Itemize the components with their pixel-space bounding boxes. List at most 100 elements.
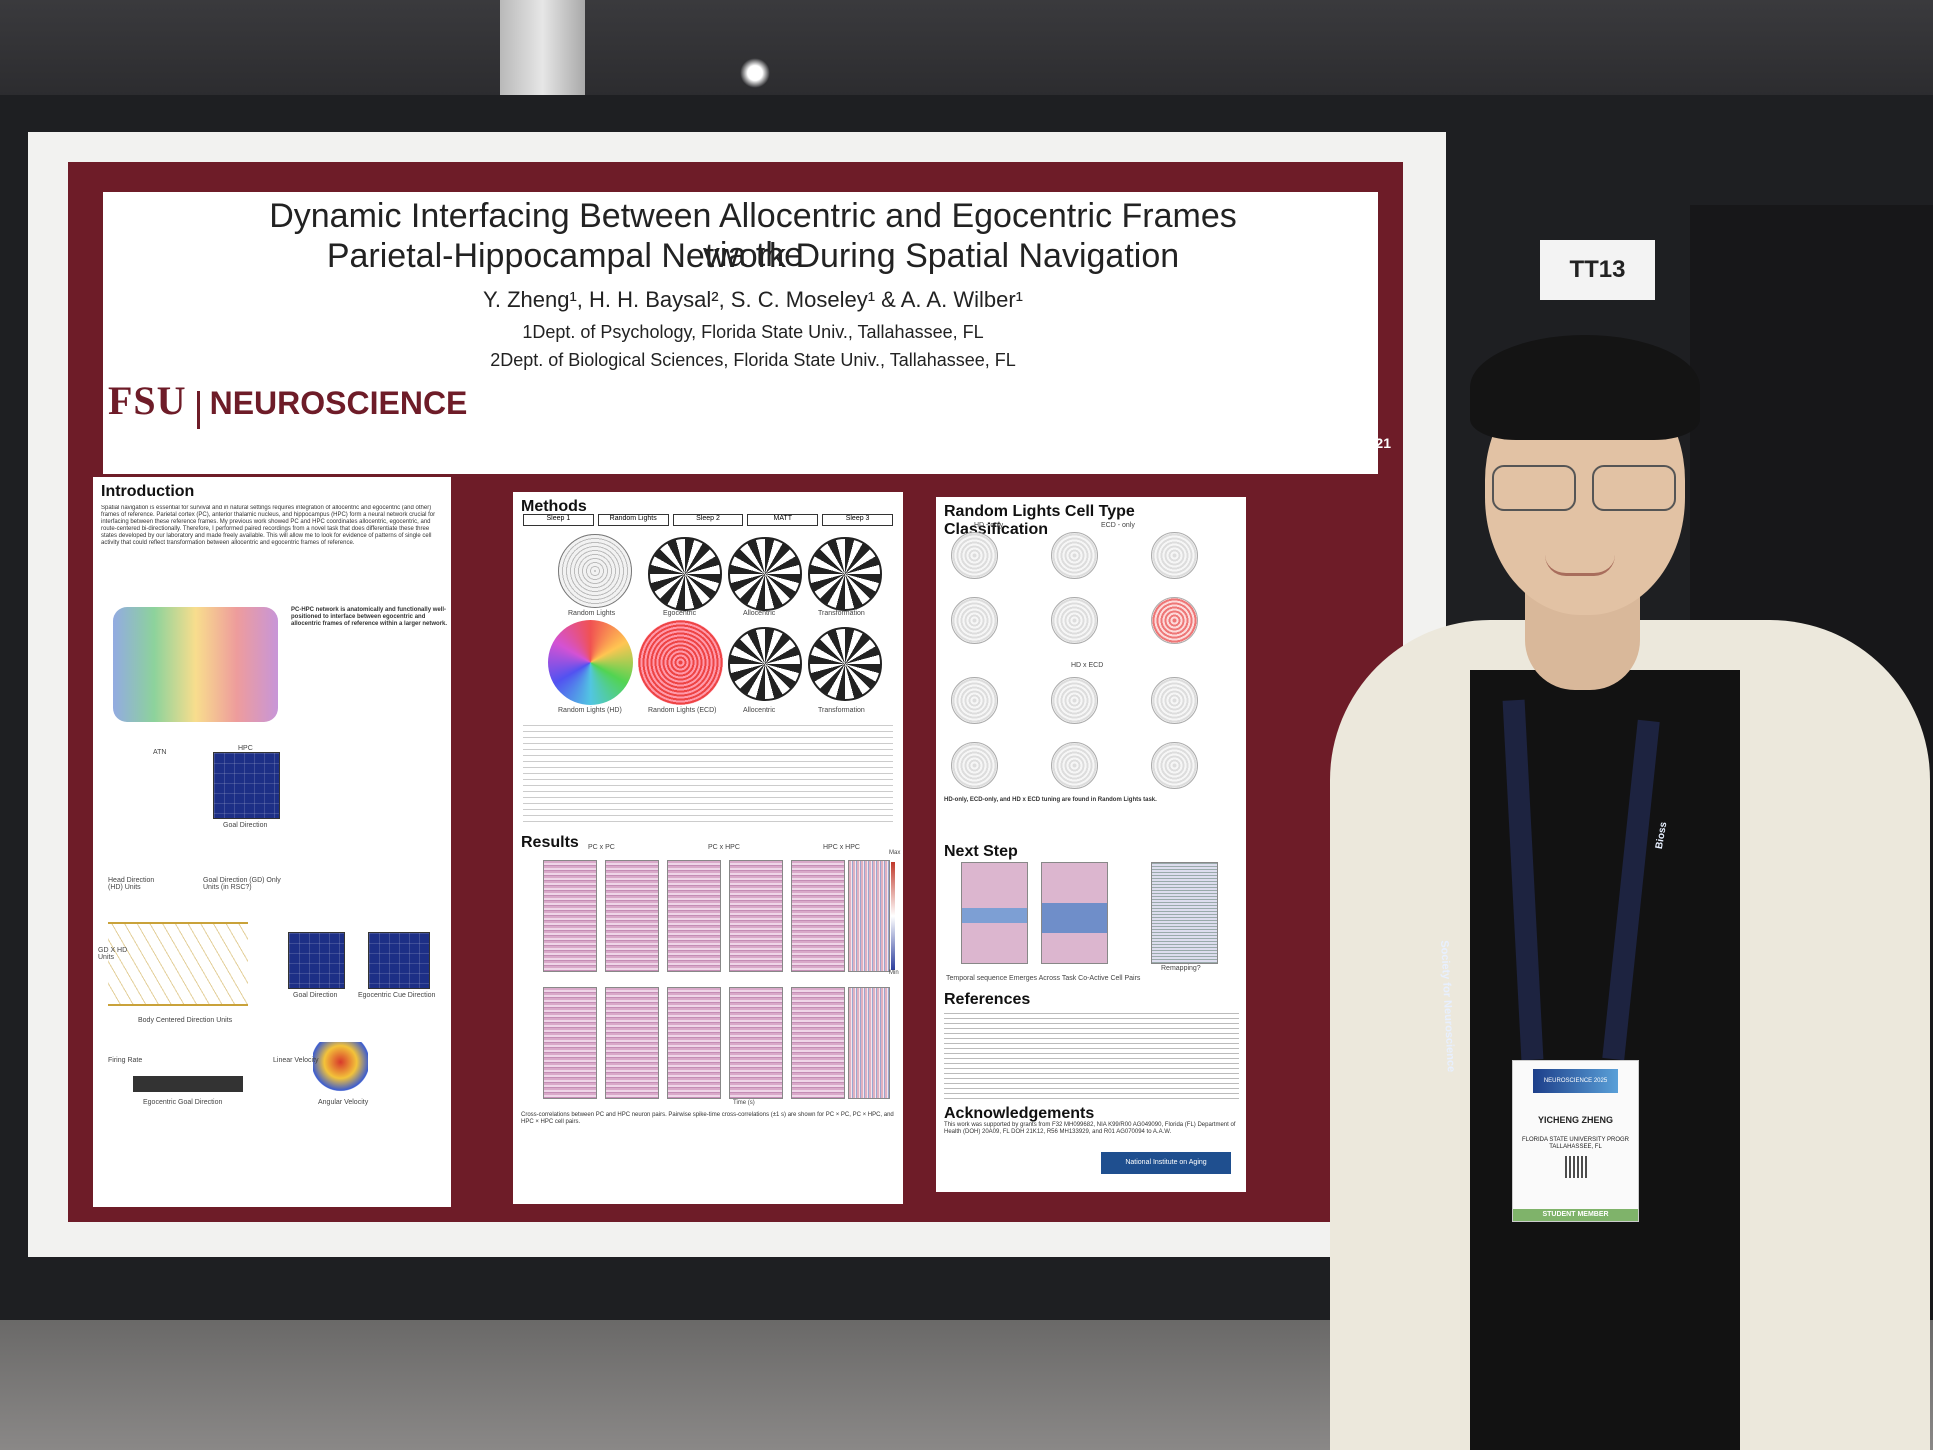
xcorr-heatmap xyxy=(667,860,721,972)
method-label-random-lights: Random Lights xyxy=(568,610,616,617)
poster-frame: Dynamic Interfacing Between Allocentric … xyxy=(68,162,1403,1222)
introduction-heading: Introduction xyxy=(101,483,195,500)
xcorr-heatmap xyxy=(543,860,597,972)
xcorr-heatmap xyxy=(848,987,890,1099)
next-step-caption: Temporal sequence Emerges Across Task Co… xyxy=(946,975,1141,982)
next-step-remapping: Remapping? xyxy=(1161,965,1201,972)
fig-label-angular-velocity: Angular Velocity xyxy=(318,1099,369,1106)
fig-label-goal-direction: Goal Direction xyxy=(223,822,268,829)
poster: Dynamic Interfacing Between Allocentric … xyxy=(28,132,1446,1257)
method-label-allocentric: Allocentric xyxy=(743,610,776,617)
xcorr-heatmap xyxy=(543,987,597,1099)
rate-map xyxy=(1151,742,1198,789)
rate-map xyxy=(1051,742,1098,789)
rate-map xyxy=(1151,532,1198,579)
neural-network-graphic xyxy=(108,922,248,1006)
xcorr-heatmap xyxy=(729,860,783,972)
allocentric-maze xyxy=(728,537,802,611)
name-badge: NEUROSCIENCE 2025 YICHENG ZHENG FLORIDA … xyxy=(1512,1060,1639,1222)
xcorr-heatmap xyxy=(791,860,845,972)
references-list xyxy=(944,1009,1239,1099)
phase-sleep3: Sleep 3 xyxy=(822,514,893,526)
logo-neuroscience: NEUROSCIENCE xyxy=(209,385,468,421)
ceiling-light xyxy=(740,58,770,88)
method-label-transformation-2: Transformation xyxy=(818,707,865,714)
rate-map xyxy=(1051,532,1098,579)
fig-label-body-centered: Body Centered Direction Units xyxy=(138,1017,233,1024)
introduction-panel: Introduction Spatial navigation is essen… xyxy=(93,477,451,1207)
phase-row: Sleep 1 Random Lights Sleep 2 MATT Sleep… xyxy=(523,514,893,526)
rate-map xyxy=(1151,677,1198,724)
fig-label-hpc: HPC xyxy=(238,745,253,752)
next-step-map-pc-pc xyxy=(1041,862,1108,964)
next-step-map-pc-hpc xyxy=(961,862,1028,964)
results-group-pc-hpc: PC x HPC xyxy=(708,844,740,851)
network-diagram xyxy=(113,607,278,722)
fig-label-atn: ATN xyxy=(153,749,167,756)
classification-panel: Random Lights Cell Type Classification H… xyxy=(936,497,1246,1192)
method-label-rl-hd: Random Lights (HD) xyxy=(558,707,622,714)
next-step-heading: Next Step xyxy=(944,843,1018,860)
rate-map xyxy=(1151,597,1198,644)
poster-authors: Y. Zheng¹, H. H. Baysal², S. C. Moseley¹… xyxy=(483,287,1023,312)
fig-label-gd-units: Goal Direction (GD) Only Units (in RSC?) xyxy=(203,877,281,891)
poster-affiliation1: 1Dept. of Psychology, Florida State Univ… xyxy=(522,322,984,342)
fig-label-firing-rate: Firing Rate xyxy=(108,1057,143,1064)
firing-rate-histogram xyxy=(133,1052,243,1092)
badge-name: YICHENG ZHENG xyxy=(1537,1115,1613,1125)
random-lights-hd-arena xyxy=(548,620,633,705)
logo-fsu: FSU xyxy=(108,378,187,423)
allocentric-maze-2 xyxy=(728,627,802,701)
logo-divider xyxy=(196,390,200,429)
poster-title-line1: Dynamic Interfacing Between Allocentric … xyxy=(269,197,1237,274)
velocity-heatmap xyxy=(313,1042,368,1092)
type-ecd-only: ECD - only xyxy=(1101,522,1135,529)
badge-org: FLORIDA STATE UNIVERSITY PROGR xyxy=(1521,1137,1630,1143)
presenter-glasses xyxy=(1592,465,1676,511)
random-lights-ecd-arena xyxy=(638,620,723,705)
xcorr-heatmap xyxy=(729,987,783,1099)
fig-label-linear-velocity: Linear Velocity xyxy=(273,1057,319,1064)
nih-logo: National Institute on Aging xyxy=(1101,1152,1231,1174)
presenter-mouth xyxy=(1545,555,1615,576)
rate-map xyxy=(951,597,998,644)
results-group-pc-pc: PC x PC xyxy=(588,844,615,851)
fig-label-goal-direction-2: Goal Direction xyxy=(293,992,338,999)
colorbar-max: Max xyxy=(889,850,901,856)
introduction-body: Spatial navigation is essential for surv… xyxy=(101,505,436,546)
fig-label-ego-cue: Egocentric Cue Direction xyxy=(358,992,436,999)
acknowledgements-body: This work was supported by grants from F… xyxy=(944,1122,1236,1135)
methods-results-panel: Methods Sleep 1 Random Lights Sleep 2 MA… xyxy=(513,492,903,1204)
fig-label-ego-goal: Egocentric Goal Direction xyxy=(143,1099,223,1106)
poster-header: Dynamic Interfacing Between Allocentric … xyxy=(103,192,1378,474)
next-step-map-hpc-hpc xyxy=(1151,862,1218,964)
fsu-neuroscience-logo: FSU NEUROSCIENCE xyxy=(108,377,467,429)
rate-map xyxy=(951,532,998,579)
fig-label-hd-units: Head Direction (HD) Units xyxy=(108,877,155,891)
results-heading: Results xyxy=(521,834,579,851)
presenter-glasses xyxy=(1492,465,1576,511)
transformation-maze-2 xyxy=(808,627,882,701)
xcorr-heatmap xyxy=(605,860,659,972)
acknowledgements-heading: Acknowledgements xyxy=(944,1105,1095,1122)
ego-cue-heatmap xyxy=(368,932,430,989)
rate-map xyxy=(951,677,998,724)
classification-caption: HD-only, ECD-only, and HD x ECD tuning a… xyxy=(944,797,1157,803)
results-colorbar xyxy=(891,862,895,970)
random-lights-arena xyxy=(558,534,632,608)
board-tag: TT13 xyxy=(1540,240,1655,300)
phase-random-lights: Random Lights xyxy=(597,514,669,526)
transformation-maze xyxy=(808,537,882,611)
methods-heading: Methods xyxy=(521,498,587,515)
rate-map xyxy=(1051,677,1098,724)
presenter xyxy=(1320,330,1933,1450)
phase-matt: MATT xyxy=(747,514,819,526)
methods-text xyxy=(523,720,893,825)
method-label-transformation: Transformation xyxy=(818,610,865,617)
badge-event-logo: NEUROSCIENCE 2025 xyxy=(1533,1069,1618,1093)
rate-map xyxy=(1051,597,1098,644)
fig-label-gd-hd-units: GD X HD Units xyxy=(98,947,128,961)
poster-id: PSTR193.21 xyxy=(1310,435,1391,451)
presenter-hair xyxy=(1470,335,1700,440)
poster-affiliation2: 2Dept. of Biological Sciences, Florida S… xyxy=(490,350,1016,370)
